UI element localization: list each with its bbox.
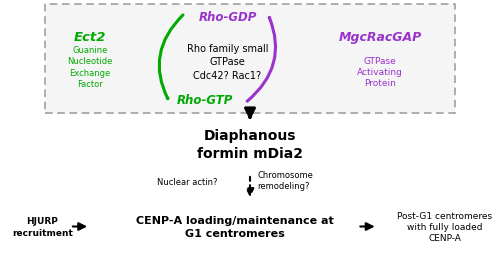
Text: Rho-GTP: Rho-GTP bbox=[177, 94, 233, 107]
Text: Guanine
Nucleotide
Exchange
Factor: Guanine Nucleotide Exchange Factor bbox=[68, 46, 112, 89]
Text: Nuclear actin?: Nuclear actin? bbox=[157, 177, 218, 186]
Text: Rho family small
GTPase
Cdc42? Rac1?: Rho family small GTPase Cdc42? Rac1? bbox=[187, 44, 268, 80]
Text: Post-G1 centromeres
with fully loaded
CENP-A: Post-G1 centromeres with fully loaded CE… bbox=[398, 211, 492, 242]
Text: Rho-GDP: Rho-GDP bbox=[198, 11, 256, 24]
Text: HJURP
recruitment: HJURP recruitment bbox=[12, 217, 73, 237]
Text: MgcRacGAP: MgcRacGAP bbox=[338, 31, 421, 44]
FancyArrowPatch shape bbox=[247, 19, 276, 102]
Text: Chromosome
remodeling?: Chromosome remodeling? bbox=[258, 170, 314, 190]
FancyArrowPatch shape bbox=[159, 16, 183, 99]
Text: Diaphanous
formin mDia2: Diaphanous formin mDia2 bbox=[197, 129, 303, 160]
Text: CENP-A loading/maintenance at
G1 centromeres: CENP-A loading/maintenance at G1 centrom… bbox=[136, 215, 334, 238]
Text: GTPase
Activating
Protein: GTPase Activating Protein bbox=[357, 56, 403, 88]
FancyBboxPatch shape bbox=[45, 5, 455, 114]
Text: Ect2: Ect2 bbox=[74, 31, 106, 44]
